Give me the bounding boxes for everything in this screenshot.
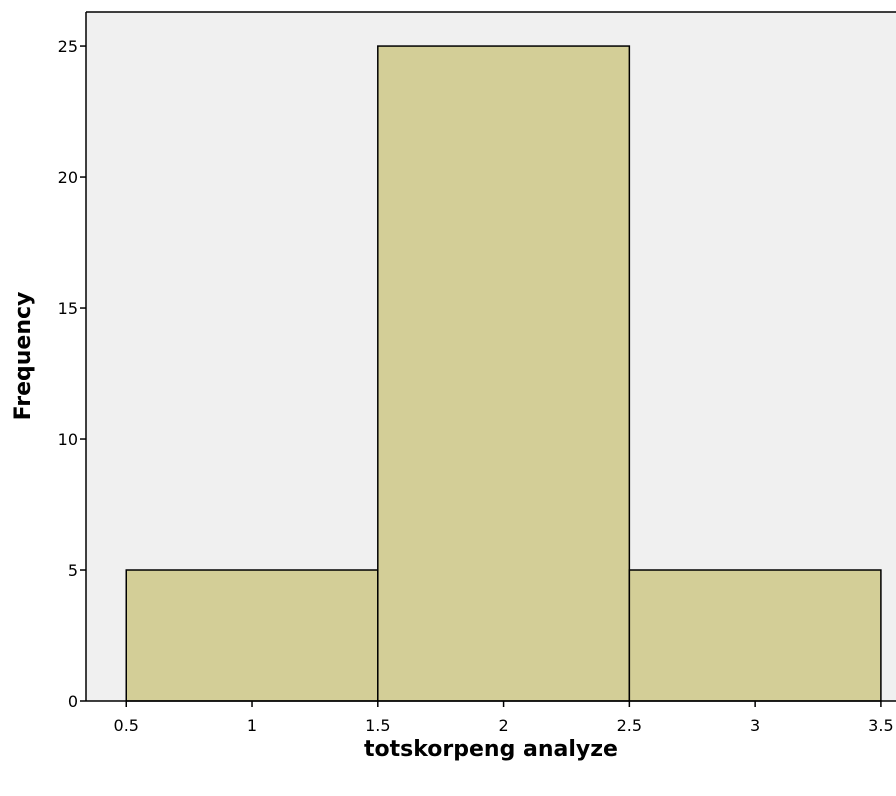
y-tick-label: 0 — [68, 692, 78, 711]
x-tick-label: 2.5 — [617, 716, 642, 735]
y-tick-label: 15 — [58, 299, 78, 318]
x-tick-label: 2 — [498, 716, 508, 735]
y-tick-label: 5 — [68, 561, 78, 580]
x-tick-label: 1.5 — [365, 716, 390, 735]
x-tick-label: 3 — [750, 716, 760, 735]
y-tick-label: 25 — [58, 37, 78, 56]
histogram-bar-2 — [377, 45, 631, 702]
bars-group — [125, 45, 882, 702]
x-tick-label: 1 — [247, 716, 257, 735]
histogram-bar-1 — [125, 569, 379, 702]
y-ticks-group: 0 5 10 15 20 25 — [58, 37, 86, 711]
y-tick-label: 10 — [58, 430, 78, 449]
x-tick-label: 0.5 — [114, 716, 139, 735]
x-tick-label: 3.5 — [868, 716, 893, 735]
histogram-bar-3 — [628, 569, 882, 702]
y-tick-label: 20 — [58, 168, 78, 187]
y-axis-title: Frequency — [11, 292, 36, 421]
x-axis-title: totskorpeng analyze — [364, 737, 618, 762]
x-ticks-group: 0.5 1 1.5 2 2.5 3 3.5 — [114, 701, 894, 735]
